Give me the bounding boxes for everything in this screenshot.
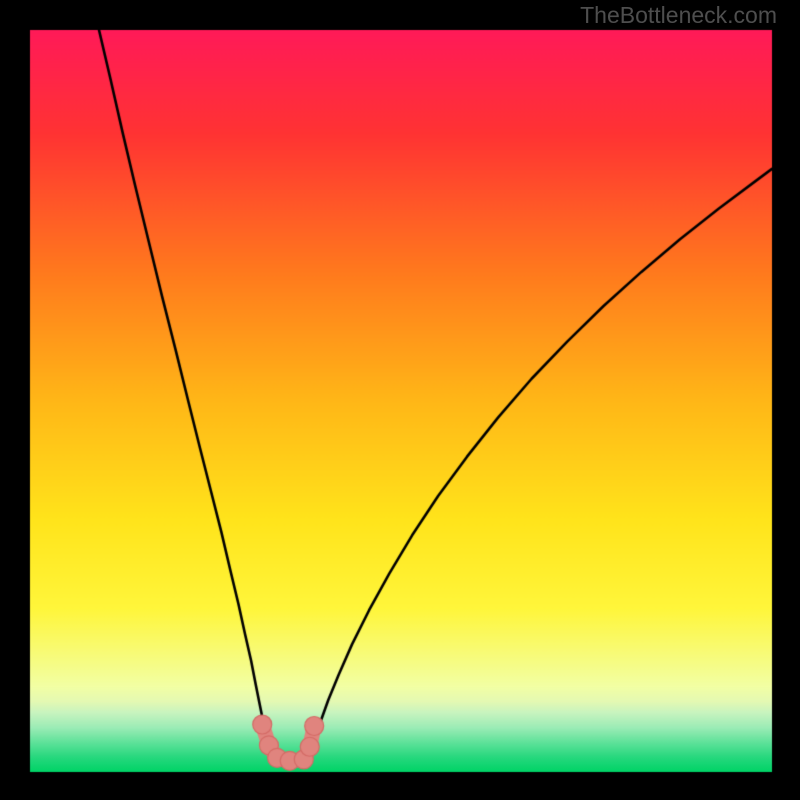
watermark-text: TheBottleneck.com (580, 2, 777, 29)
bottleneck-chart-canvas (0, 0, 800, 800)
chart-stage: TheBottleneck.com (0, 0, 800, 800)
